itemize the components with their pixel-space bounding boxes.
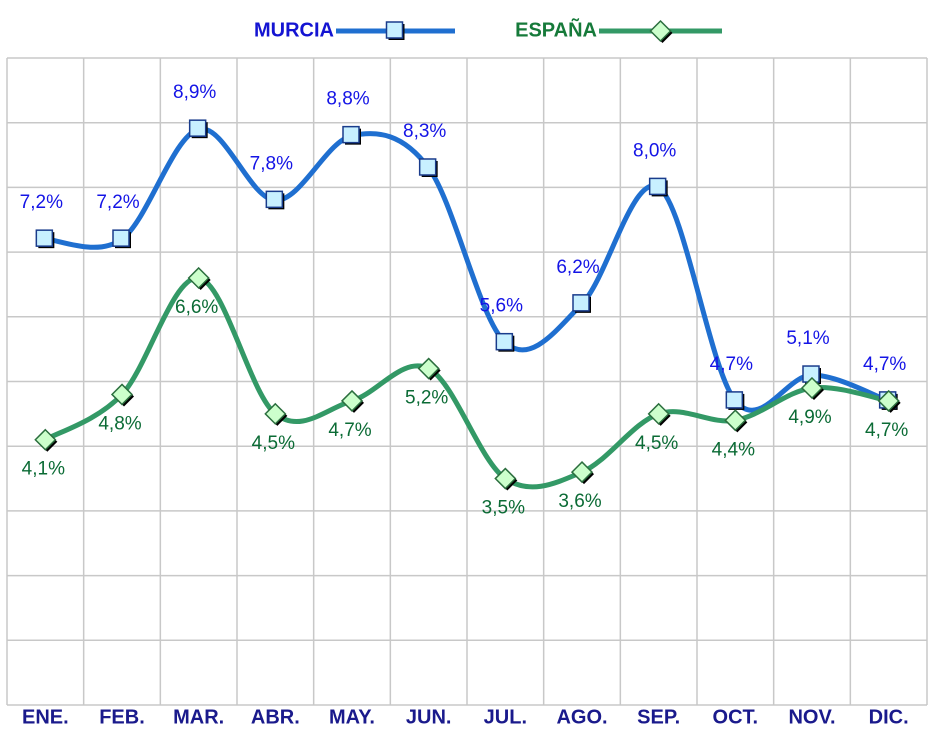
data-point bbox=[188, 119, 207, 137]
data-label: 4,8% bbox=[98, 413, 141, 434]
data-label: 4,7% bbox=[328, 420, 371, 441]
data-point bbox=[724, 409, 747, 432]
data-label: 6,6% bbox=[175, 297, 218, 318]
data-point bbox=[340, 389, 364, 412]
data-label: 6,2% bbox=[556, 257, 599, 278]
data-label: 4,1% bbox=[22, 459, 65, 480]
data-label: 8,8% bbox=[326, 89, 369, 110]
x-tick-label: JUN. bbox=[406, 706, 452, 728]
x-tick-label: NOV. bbox=[788, 706, 835, 728]
data-label: 5,1% bbox=[786, 328, 829, 349]
x-tick-label: MAR. bbox=[173, 706, 224, 728]
data-point bbox=[187, 266, 210, 290]
data-point bbox=[417, 357, 440, 380]
data-point bbox=[648, 177, 667, 196]
x-tick-label: FEB. bbox=[99, 706, 145, 728]
x-tick-label: JUL. bbox=[484, 706, 527, 728]
data-label: 8,0% bbox=[633, 140, 676, 161]
data-label: 4,5% bbox=[252, 433, 295, 454]
legend-marker bbox=[649, 19, 672, 43]
data-label: 4,9% bbox=[788, 407, 831, 428]
data-label: 4,5% bbox=[635, 433, 678, 454]
data-point bbox=[264, 402, 287, 425]
data-label: 8,9% bbox=[173, 82, 216, 103]
data-label: 4,4% bbox=[712, 439, 755, 460]
legend-label: ESPAÑA bbox=[515, 18, 597, 41]
x-tick-label: ENE. bbox=[22, 706, 69, 728]
data-point bbox=[800, 376, 824, 400]
data-label: 3,6% bbox=[558, 491, 601, 512]
data-label: 4,7% bbox=[863, 354, 906, 375]
data-point bbox=[34, 428, 57, 451]
legend-marker bbox=[385, 21, 404, 39]
legend-label: MURCIA bbox=[254, 19, 334, 41]
data-point bbox=[342, 125, 360, 144]
data-point bbox=[877, 389, 900, 412]
data-point bbox=[570, 461, 594, 484]
data-label: 4,7% bbox=[865, 420, 908, 441]
x-tick-label: SEP. bbox=[637, 706, 680, 728]
data-point bbox=[572, 294, 590, 312]
data-point bbox=[495, 332, 514, 351]
data-point bbox=[112, 229, 130, 247]
data-point bbox=[35, 229, 54, 247]
x-tick-label: AGO. bbox=[556, 706, 607, 728]
data-label: 5,6% bbox=[480, 296, 523, 317]
x-tick-label: OCT. bbox=[713, 706, 759, 728]
data-label: 7,8% bbox=[250, 153, 293, 174]
data-point bbox=[647, 402, 670, 425]
data-label: 7,2% bbox=[20, 192, 63, 213]
data-point bbox=[265, 190, 284, 209]
data-point bbox=[494, 467, 517, 490]
x-tick-label: MAY. bbox=[329, 706, 375, 728]
data-label: 3,5% bbox=[482, 498, 525, 519]
data-point bbox=[418, 158, 437, 176]
data-label: 8,3% bbox=[403, 121, 446, 142]
data-point bbox=[110, 383, 134, 406]
data-label: 7,2% bbox=[96, 192, 139, 213]
data-point bbox=[725, 391, 744, 409]
data-label: 4,7% bbox=[710, 354, 753, 375]
x-tick-label: ABR. bbox=[251, 706, 300, 728]
x-tick-label: DIC. bbox=[869, 706, 909, 728]
data-label: 5,2% bbox=[405, 388, 448, 409]
